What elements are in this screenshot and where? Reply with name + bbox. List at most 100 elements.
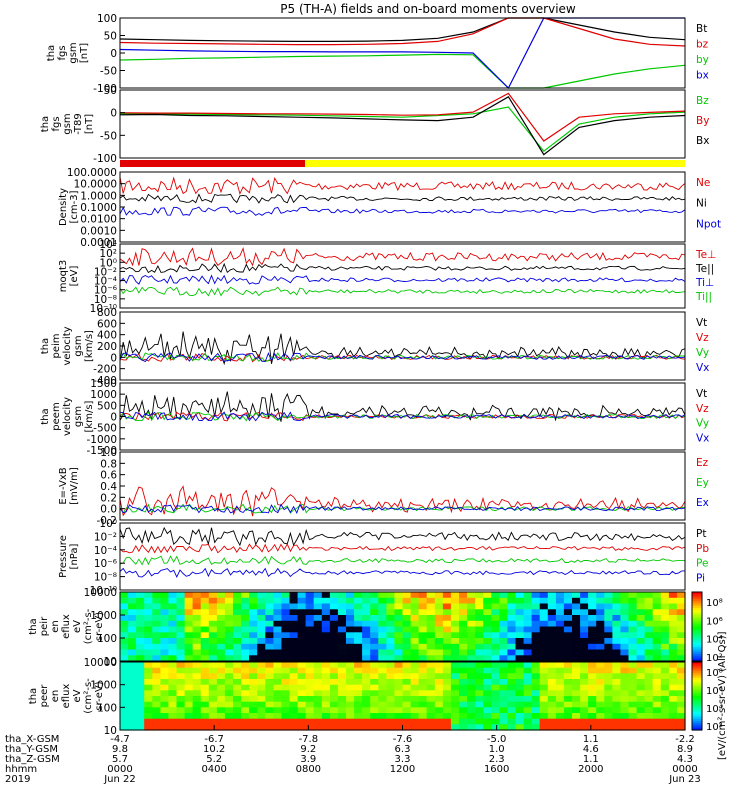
colorbar-swatch — [692, 647, 702, 651]
spectrogram-cell — [233, 707, 242, 714]
colorbar-swatch — [692, 723, 702, 727]
spectrogram-cell — [346, 690, 355, 697]
spectrogram-cell — [176, 609, 186, 616]
legend-pt: Pt — [696, 528, 706, 540]
spectrogram-cell — [249, 615, 258, 622]
spectrogram-cell — [620, 597, 630, 605]
spectrogram-cell — [523, 718, 533, 725]
spectrogram-cell — [152, 713, 161, 720]
spectrogram-cell — [378, 684, 387, 691]
spectrogram-cell — [313, 609, 323, 616]
spectrogram-cell — [386, 649, 396, 656]
spectrogram-cell — [515, 690, 525, 697]
spectrogram-cell — [200, 684, 210, 691]
spectrogram-cell — [370, 690, 379, 697]
spectrogram-cell — [523, 643, 533, 651]
spectrogram-cell — [281, 696, 291, 703]
spectrogram-cell — [580, 632, 589, 639]
spectrogram-cell — [241, 701, 250, 708]
spectrogram-cell — [426, 724, 436, 731]
spectrogram-cell — [313, 615, 323, 622]
y-tick-label: 0.1000 — [80, 202, 117, 214]
spectrogram-cell — [192, 679, 202, 686]
spectrogram-cell — [241, 597, 250, 605]
colorbar-swatch — [692, 680, 702, 683]
spectrogram-cell — [184, 707, 194, 714]
spectrogram-cell — [523, 632, 533, 639]
spectrogram-cell — [289, 684, 299, 691]
y-axis-label: gsm — [73, 335, 84, 356]
spectrogram-cell — [224, 655, 234, 662]
spectrogram-cell — [386, 632, 396, 639]
spectrogram-cell — [136, 690, 145, 697]
spectrogram-cell — [515, 667, 525, 674]
spectrogram-cell — [418, 673, 428, 680]
y-tick-label: -50 — [100, 66, 117, 78]
y-axis-label: Pressure — [58, 535, 69, 578]
spectrogram-cell — [434, 690, 444, 697]
spectrogram-cell — [555, 718, 565, 725]
spectrogram-cell — [257, 718, 266, 725]
spectrogram-cell — [555, 667, 565, 674]
spectrogram-cell — [176, 667, 186, 674]
spectrogram-cell — [652, 707, 662, 714]
spectrogram-cell — [636, 638, 646, 645]
y-tick-label: 0 — [110, 108, 117, 120]
spectrogram-cell — [168, 713, 178, 720]
spectrogram-cell — [676, 603, 686, 610]
y-axis-label: eflux — [61, 684, 72, 709]
colorbar-swatch — [692, 675, 702, 679]
spectrogram-cell — [426, 632, 436, 639]
spectrogram-cell — [636, 696, 646, 703]
spectrogram-cell — [434, 655, 444, 662]
spectrogram-cell — [434, 643, 444, 651]
spectrogram-cell — [321, 643, 331, 651]
spectrogram-cell — [531, 626, 541, 633]
spectrogram-cell — [224, 684, 234, 691]
panel-frame — [119, 243, 686, 309]
panel-frame — [119, 171, 686, 243]
spectrogram-cell — [475, 696, 484, 703]
spectrogram-cell — [305, 643, 315, 651]
spectrogram-cell — [442, 643, 452, 651]
spectrogram-cell — [459, 632, 468, 639]
spectrogram-cell — [354, 615, 363, 622]
spectrogram-cell — [531, 667, 541, 674]
spectrogram-cell — [144, 632, 153, 639]
spectrogram-cell — [386, 609, 396, 616]
spectrogram-cell — [483, 684, 492, 691]
spectrogram-cell — [233, 690, 242, 697]
spectrogram-cell — [467, 713, 476, 720]
colorbar-swatch — [692, 684, 702, 688]
spectrogram-cell — [305, 690, 315, 697]
x-tick-value: -4.7 — [110, 734, 130, 745]
spectrogram-cell — [612, 649, 622, 656]
spectrogram-cell — [612, 655, 622, 662]
spectrogram-cell — [184, 718, 194, 725]
spectrogram-cell — [321, 684, 331, 691]
panel-frame — [119, 311, 686, 381]
spectrogram-cell — [168, 609, 178, 616]
spectrogram-cell — [418, 655, 428, 662]
spectrogram-cell — [346, 638, 355, 645]
spectrogram-cell — [249, 701, 258, 708]
spectrogram-cell — [491, 655, 500, 662]
legend-ti||: Ti|| — [695, 291, 712, 303]
spectrogram-cell — [676, 649, 686, 656]
spectrogram-cell — [660, 701, 670, 708]
spectrogram-cell — [604, 592, 613, 599]
spectrogram-cell — [620, 724, 630, 731]
spectrogram-cell — [200, 620, 210, 628]
spectrogram-cell — [459, 701, 468, 708]
spectrogram-cell — [636, 679, 646, 686]
spectrogram-cell — [515, 597, 525, 605]
colorbar-swatch — [692, 664, 702, 668]
colorbar-label: [eV/(cm²-s-sr-eV) (All Qs)] — [717, 631, 728, 760]
spectrogram-cell — [265, 713, 274, 720]
spectrogram-cell — [676, 592, 686, 599]
spectrogram-cell — [676, 684, 686, 691]
spectrogram-cell — [547, 649, 557, 656]
spectrogram-cell — [572, 713, 581, 720]
spectrogram-cell — [612, 707, 622, 714]
spectrogram-cell — [337, 626, 347, 633]
